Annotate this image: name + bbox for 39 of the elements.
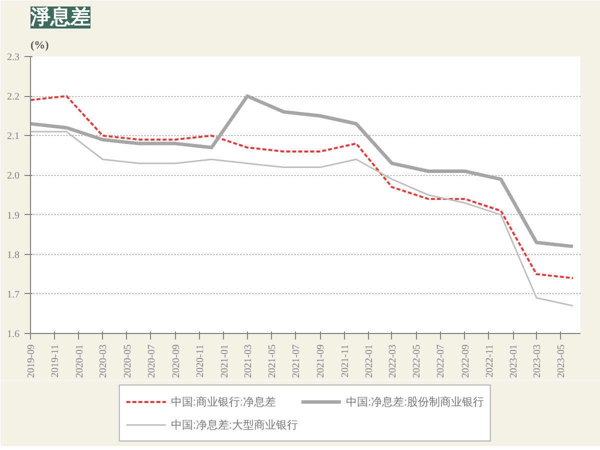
- y-tick-label: 2.3: [7, 52, 20, 63]
- x-tick-label: 2020-09: [171, 344, 182, 378]
- line-series: [30, 95, 574, 280]
- x-tick-label: 2021-03: [242, 344, 254, 378]
- line-series: [30, 94, 575, 248]
- y-tick-label: 1.7: [7, 289, 20, 300]
- x-tick-label: 2021-05: [266, 344, 278, 378]
- legend-label: 中国:净息差:大型商业银行: [170, 418, 298, 432]
- x-tick-label: 2022-01: [364, 344, 376, 378]
- x-tick-label: 2023-05: [556, 344, 568, 378]
- x-tick-label: 2020-01: [74, 344, 86, 378]
- x-tick-label: 2022-07: [436, 344, 447, 378]
- x-tick-label: 2021-07: [291, 344, 302, 378]
- x-tick-label: 2021-09: [316, 344, 327, 378]
- x-tick-label: 2022-03: [387, 344, 398, 378]
- x-tick-label: 2020-03: [98, 344, 110, 378]
- x-tick-label: 2023-01: [508, 344, 520, 378]
- x-tick-label: 2021-01: [219, 344, 230, 378]
- x-tick-label: 2022-05: [412, 344, 423, 378]
- x-tick-label: 2020-07: [146, 344, 158, 378]
- x-tick-label: 2020-11: [195, 344, 206, 378]
- x-tick-label: 2019-11: [50, 344, 62, 378]
- x-tick-label: 2022-11: [484, 344, 496, 378]
- x-tick-label: 2023-03: [532, 344, 544, 378]
- y-axis-title: (%): [30, 40, 50, 52]
- x-tick-label: 2021-11: [340, 344, 351, 378]
- y-tick-label: 2.1: [7, 131, 20, 142]
- y-tick-label: 2.2: [7, 92, 20, 103]
- legend-label: 中国:净息差:股份制商业银行: [346, 395, 484, 409]
- y-tick-label: 1.8: [7, 250, 20, 261]
- line-series: [30, 130, 574, 307]
- x-tick-label: 2019-09: [26, 344, 37, 378]
- x-tick-label: 2022-09: [460, 344, 472, 378]
- y-tick-label: 1.6: [7, 329, 20, 340]
- x-tick-label: 2020-05: [122, 344, 134, 378]
- y-tick-label: 2.0: [7, 170, 20, 182]
- legend-label: 中国:商业银行:净息差: [170, 395, 276, 409]
- y-tick-label: 1.9: [7, 210, 20, 222]
- chart-title: 淨息差: [30, 6, 90, 28]
